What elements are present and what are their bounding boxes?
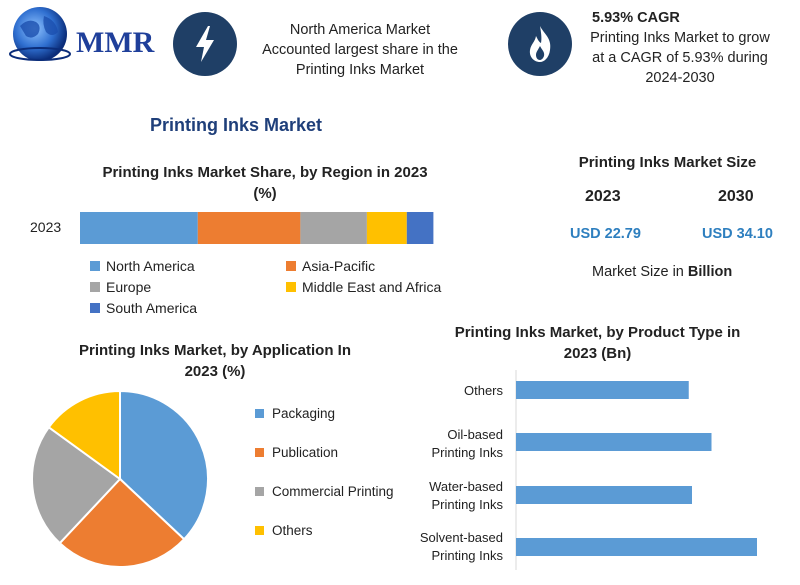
chart-title-line: Printing Inks Market Share, by Region in… [102,164,428,181]
product-category-label: Solvent-based Printing Inks [395,529,503,565]
callout-line: at a CAGR of 5.93% during [592,50,768,66]
flame-icon [529,26,551,62]
callout-line: Printing Inks Market to grow [590,30,770,46]
category-label-line: Oil-based [447,427,503,442]
legend-label: Asia-Pacific [302,258,376,274]
region-bar-segment [197,212,301,244]
application-legend: Packaging Publication Commercial Printin… [255,402,425,542]
legend-label: North America [106,258,195,274]
size-value-2030: USD 34.10 [702,226,773,242]
legend-item: Publication [255,445,338,460]
chart-title-line: 2023 (Bn) [563,345,632,362]
callout-line: 2024-2030 [645,70,715,86]
cagr-callout: 5.93% CAGR Printing Inks Market to grow … [570,8,790,88]
legend-swatch [90,303,100,313]
legend-swatch [286,261,296,271]
legend-item: Packaging [255,406,335,421]
category-label-line: Printing Inks [431,445,503,460]
page-title: Printing Inks Market [150,115,323,135]
region-legend: North America Asia-Pacific Europe Middle… [90,258,470,322]
legend-label: Middle East and Africa [302,279,442,295]
product-bar-chart [515,370,757,570]
lightning-icon-badge [173,12,237,76]
lightning-icon [196,26,214,62]
region-bar-segment [300,212,367,244]
cagr-title: 5.93% CAGR [592,10,680,26]
north-america-callout: North America Market Accounted largest s… [240,20,480,80]
mmr-logo: MMR [6,4,156,66]
legend-label: Packaging [272,406,336,421]
size-year-2030: 2030 [718,188,754,205]
legend-label: Europe [106,279,152,295]
category-label-line: Others [463,383,503,398]
category-label-line: Printing Inks [431,497,503,512]
pie-slice [47,389,121,481]
region-stacked-bar [80,212,434,244]
application-pie [32,389,208,568]
legend-item: Europe [90,279,151,295]
application-chart-title: Printing Inks Market, by Application In … [50,340,380,382]
legend-label: Commercial Printing [272,484,394,499]
product-category-label: Water-based Printing Inks [395,478,503,514]
category-label-line: Water-based [429,479,503,494]
legend-label: Publication [272,445,339,460]
legend-item: Commercial Printing [255,484,394,499]
product-bar [516,433,712,451]
size-value-2023: USD 22.79 [570,226,641,242]
legend-item: South America [90,300,197,316]
product-bar [516,538,757,556]
globe-icon [9,7,71,61]
product-chart-title: Printing Inks Market, by Product Type in… [425,322,770,364]
region-category-label: 2023 [30,219,62,235]
legend-item: Asia-Pacific [286,258,375,274]
pie-slice [119,389,208,541]
legend-swatch [255,409,264,418]
legend-label: South America [106,300,198,316]
legend-swatch [90,282,100,292]
product-category-label: Oil-based Printing Inks [395,426,503,462]
legend-item: North America [90,258,195,274]
unit-note-unit: Billion [687,264,733,280]
region-bar-segment [80,212,198,244]
legend-swatch [255,448,264,457]
size-year-2023: 2023 [585,188,621,205]
legend-item: Others [255,523,313,538]
logo-text: MMR [76,26,155,59]
product-category-label: Others [395,382,503,400]
product-bar [516,486,692,504]
category-label-line: Printing Inks [431,548,503,563]
legend-item: Middle East and Africa [286,279,441,295]
market-size-title: Printing Inks Market Size [578,154,757,171]
callout-line: Accounted largest share in the [262,42,458,58]
region-bar-segment [366,212,407,244]
legend-swatch [90,261,100,271]
chart-title-line: 2023 (%) [184,363,246,380]
pie-slice [32,425,122,545]
legend-swatch [286,282,296,292]
legend-label: Others [272,523,313,538]
chart-title-line: (%) [253,185,277,202]
market-size-unit-note: Market Size in Billion [592,264,732,280]
chart-title-line: Printing Inks Market, by Product Type in [454,324,741,341]
pie-slice [58,477,186,568]
callout-line: Printing Inks Market [295,62,425,78]
product-bar [516,381,689,399]
unit-note-prefix: Market Size in [592,264,688,280]
callout-line: North America Market [289,22,431,38]
region-chart-title: Printing Inks Market Share, by Region in… [60,162,470,204]
legend-swatch [255,526,264,535]
flame-icon-badge [508,12,572,76]
region-bar-segment [406,212,434,244]
legend-swatch [255,487,264,496]
chart-title-line: Printing Inks Market, by Application In [79,342,351,359]
category-label-line: Solvent-based [419,530,503,545]
